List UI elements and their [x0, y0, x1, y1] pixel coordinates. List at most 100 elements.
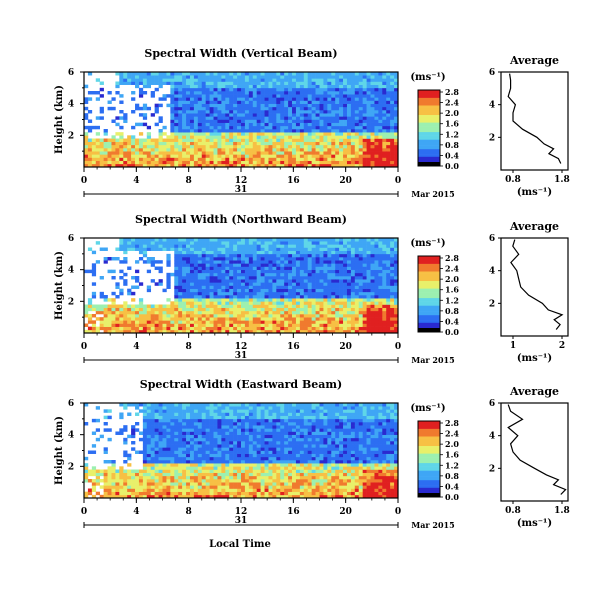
- heatmap-cell: [382, 113, 387, 117]
- colorbar-tick-label: 2.0: [445, 108, 459, 118]
- heatmap-cell: [276, 125, 281, 130]
- heatmap-cell: [244, 282, 250, 286]
- heatmap-cell: [186, 113, 191, 117]
- colorbar-step: [418, 152, 440, 155]
- heatmap-cell: [288, 97, 293, 101]
- heatmap-cell: [244, 247, 250, 251]
- heatmap-cell: [170, 100, 175, 104]
- heatmap-cell: [394, 110, 399, 114]
- heatmap-cell: [346, 314, 352, 318]
- heatmap-cell: [229, 157, 234, 161]
- heatmap-cell: [119, 116, 124, 120]
- heatmap-cell: [319, 260, 324, 264]
- heatmap-cell: [107, 494, 112, 499]
- heatmap-cell: [260, 94, 265, 98]
- heatmap-cell: [205, 72, 210, 76]
- heatmap-cell: [138, 310, 144, 315]
- heatmap-cell: [131, 298, 136, 302]
- heatmap-cell: [162, 406, 167, 410]
- colorbar-tick-label: 2.8: [445, 87, 459, 97]
- heatmap-cell: [260, 72, 265, 76]
- heatmap-cell: [346, 138, 352, 142]
- heatmap-cell: [182, 84, 187, 89]
- heatmap-cell: [197, 163, 203, 168]
- heatmap-cell: [150, 81, 155, 85]
- heatmap-cell: [170, 329, 175, 334]
- heatmap-cell: [135, 238, 140, 242]
- heatmap-cell: [127, 412, 132, 416]
- heatmap: [84, 238, 399, 334]
- heatmap-cell: [233, 269, 238, 274]
- heatmap-cell: [241, 314, 246, 318]
- heatmap-cell: [382, 323, 387, 327]
- heatmap-cell: [233, 266, 238, 270]
- heatmap-cell: [378, 326, 383, 331]
- heatmap-cell: [178, 415, 183, 420]
- heatmap-cell: [323, 144, 328, 149]
- heatmap-cell: [307, 87, 312, 92]
- colorbar-step: [418, 276, 440, 280]
- heatmap-cell: [339, 141, 344, 146]
- heatmap-cell: [303, 135, 309, 139]
- heatmap-cell: [335, 75, 340, 79]
- heatmap-cell: [303, 326, 309, 331]
- heatmap-cell: [374, 263, 379, 267]
- heatmap-cell: [272, 307, 277, 312]
- heatmap-cell: [394, 163, 399, 168]
- heatmap-cell: [295, 151, 301, 155]
- heatmap-cell: [103, 144, 108, 149]
- heatmap-cell: [201, 151, 206, 155]
- heatmap-cell: [272, 144, 277, 149]
- heatmap-cell: [256, 272, 261, 277]
- heatmap-cell: [84, 472, 89, 477]
- heatmap-cell: [170, 113, 175, 117]
- heatmap-cell: [319, 276, 324, 280]
- heatmap-cell: [123, 238, 128, 242]
- x-tick-label: 12: [235, 176, 248, 186]
- heatmap-cell: [166, 472, 171, 477]
- heatmap-cell: [284, 329, 289, 334]
- heatmap-cell: [299, 157, 305, 161]
- x-tick-label: 12: [235, 342, 248, 352]
- heatmap-cell: [166, 238, 171, 242]
- heatmap-cell: [260, 285, 265, 289]
- heatmap-cell: [386, 78, 391, 82]
- heatmap-cell: [170, 441, 175, 445]
- heatmap-cell: [241, 97, 246, 101]
- heatmap-cell: [299, 125, 305, 130]
- heatmap-cell: [346, 269, 352, 274]
- heatmap-cell: [295, 257, 301, 261]
- heatmap-cell: [350, 266, 356, 270]
- heatmap-cell: [264, 157, 269, 161]
- heatmap-cell: [154, 310, 159, 315]
- heatmap-cell: [123, 425, 128, 429]
- heatmap-cell: [307, 91, 312, 95]
- heatmap-cell: [386, 285, 391, 289]
- heatmap-cell: [84, 304, 89, 308]
- heatmap-cell: [221, 314, 226, 318]
- heatmap-cell: [319, 272, 324, 277]
- heatmap-cell: [178, 431, 183, 435]
- heatmap-cell: [111, 151, 116, 155]
- heatmap-cell: [142, 460, 148, 464]
- heatmap-cell: [182, 276, 187, 280]
- heatmap-cell: [343, 298, 348, 302]
- heatmap-cell: [221, 91, 226, 95]
- heatmap-cell: [284, 154, 289, 158]
- heatmap-cell: [354, 285, 360, 289]
- heatmap-cell: [241, 269, 246, 274]
- heatmap-cell: [201, 113, 206, 117]
- heatmap-cell: [150, 241, 155, 245]
- heatmap-cell: [260, 320, 265, 324]
- heatmap-cell: [382, 269, 387, 274]
- heatmap-cell: [390, 97, 395, 101]
- heatmap-cell: [233, 94, 238, 98]
- heatmap-cell: [99, 144, 104, 149]
- panel-title: Spectral Width (Northward Beam): [135, 213, 347, 226]
- heatmap-cell: [166, 160, 171, 165]
- heatmap-cell: [248, 100, 254, 104]
- heatmap-cell: [217, 238, 222, 242]
- heatmap-cell: [186, 415, 191, 420]
- heatmap-cell: [339, 97, 344, 101]
- heatmap-cell: [135, 323, 140, 327]
